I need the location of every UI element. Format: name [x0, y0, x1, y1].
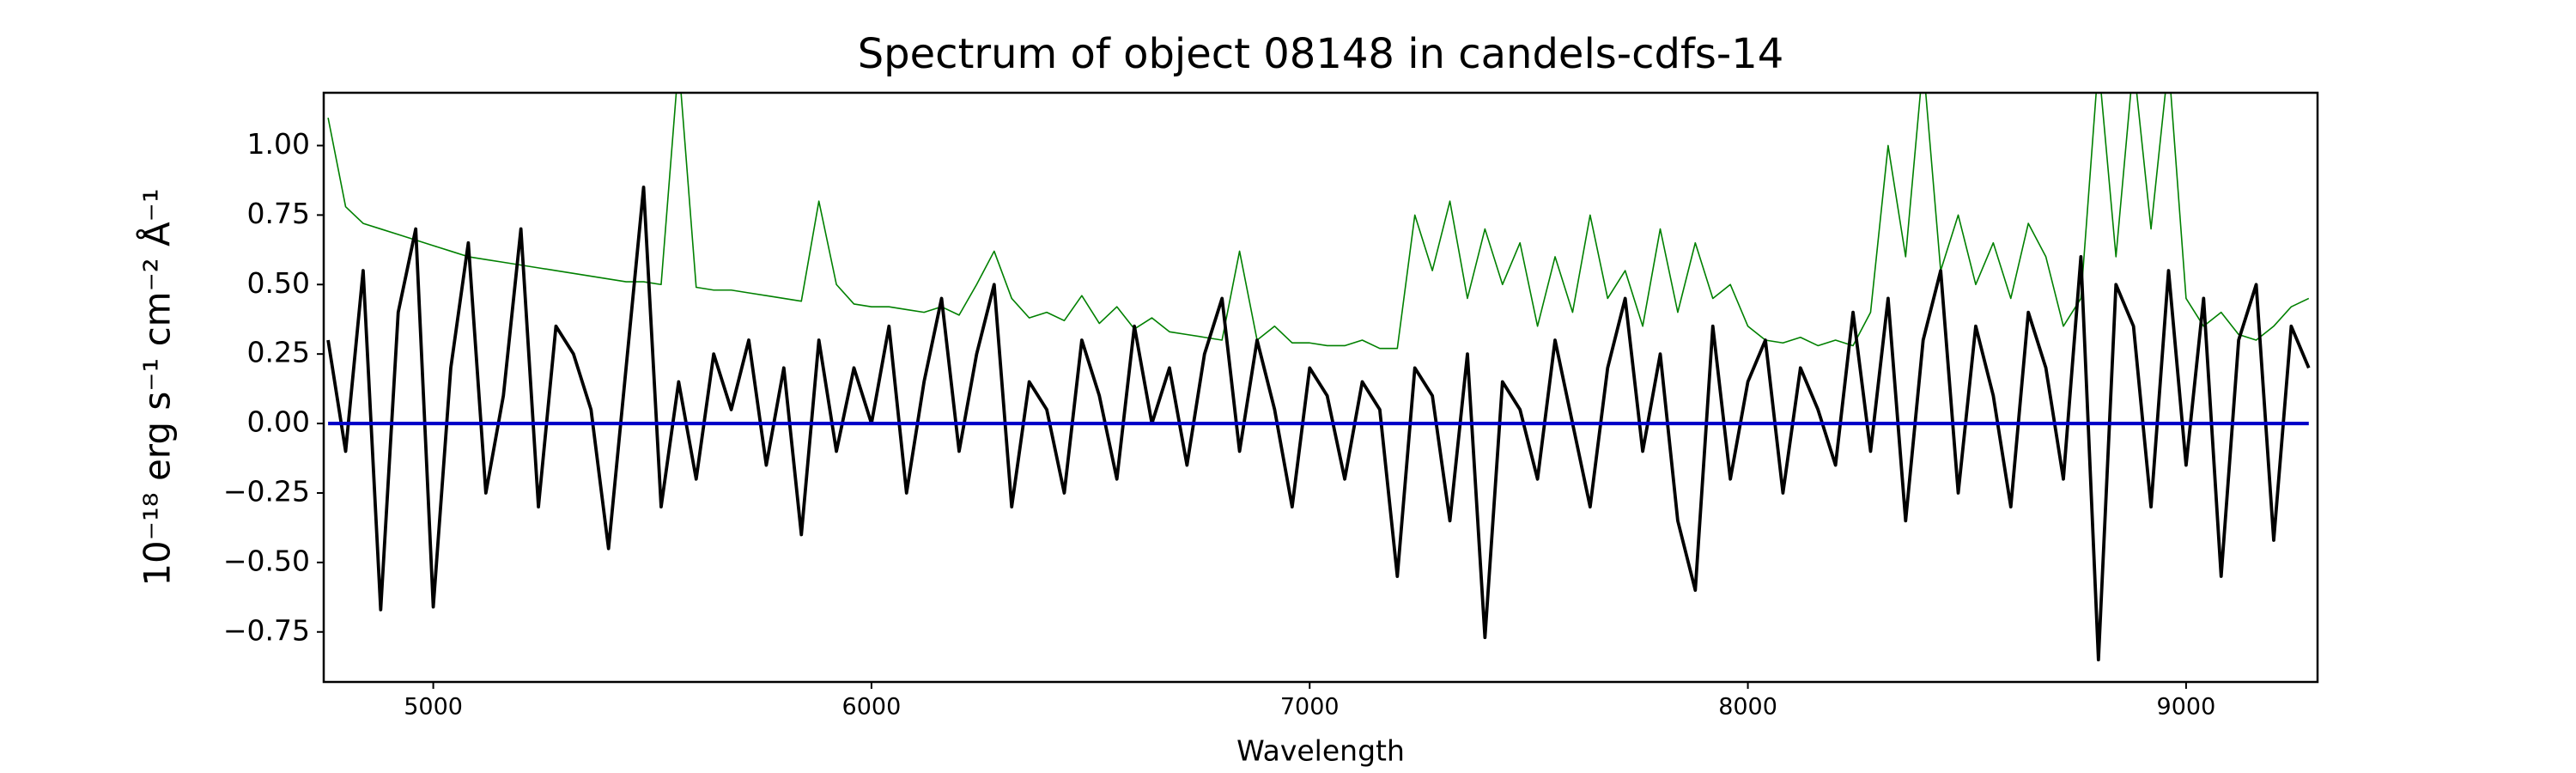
x-tick-label: 7000 [1280, 694, 1340, 721]
plot-area [326, 93, 2311, 662]
y-axis-label: 10⁻¹⁸ erg s⁻¹ cm⁻² Å⁻¹ [136, 188, 179, 586]
y-tick-label: −0.50 [223, 544, 310, 577]
spectrum-line [326, 186, 2311, 662]
y-tick-label: 0.00 [247, 405, 310, 439]
x-tick-label: 6000 [842, 694, 902, 721]
chart-title: Spectrum of object 08148 in candels-cdfs… [858, 30, 1784, 78]
y-tick-label: 0.25 [247, 336, 310, 369]
x-tick-label: 9000 [2157, 694, 2216, 721]
spectrum-line [327, 93, 2310, 350]
y-tick-label: 0.75 [247, 197, 310, 230]
y-tick-label: −0.25 [223, 474, 310, 508]
x-tick-label: 8000 [1718, 694, 1777, 721]
y-tick-label: 0.50 [247, 266, 310, 300]
y-tick-label: 1.00 [247, 127, 310, 161]
y-tick-label: −0.75 [223, 613, 310, 647]
x-tick-label: 5000 [404, 694, 463, 721]
x-axis-label: Wavelength [1236, 734, 1405, 768]
axes-frame [322, 91, 2319, 684]
